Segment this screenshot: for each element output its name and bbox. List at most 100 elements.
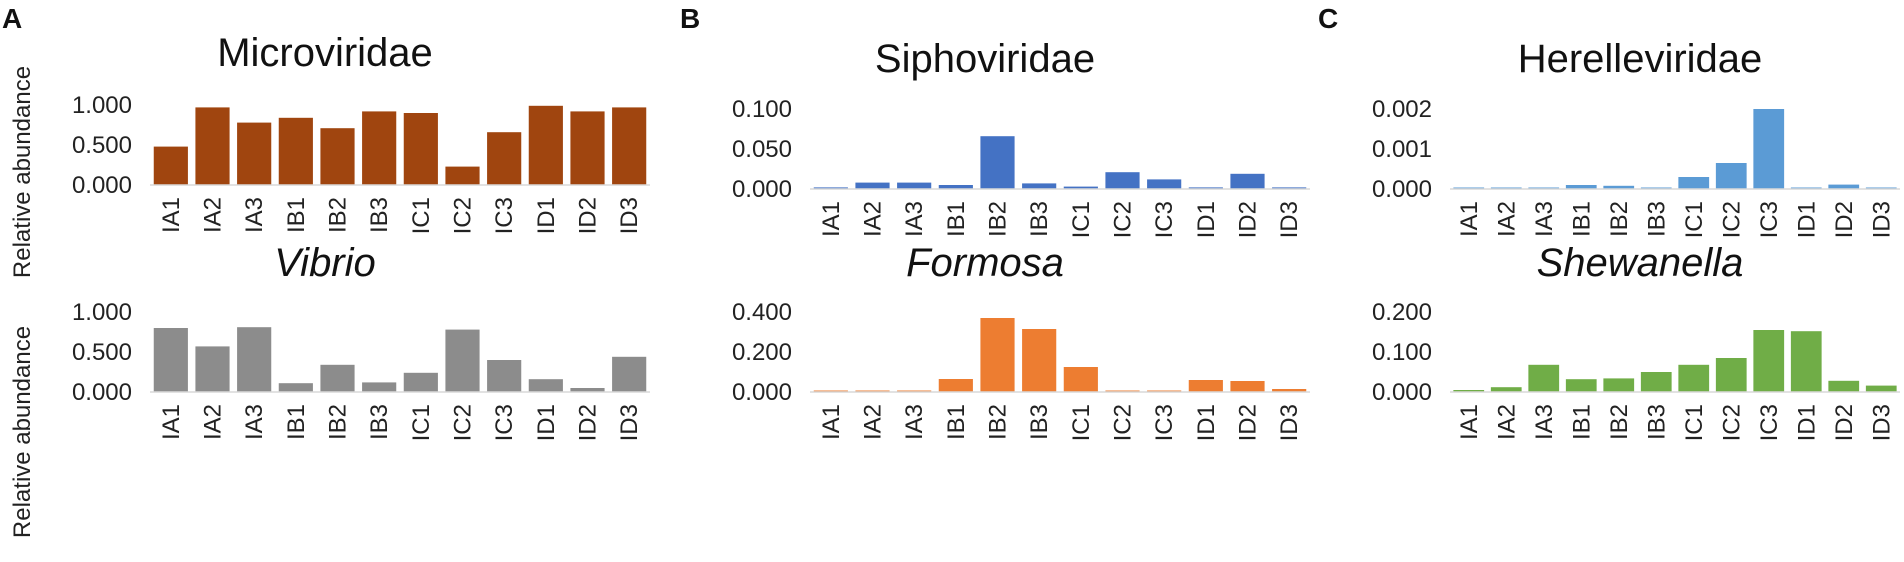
x-tick-label: IC3 <box>491 197 518 234</box>
x-tick-label: IB3 <box>1026 404 1053 440</box>
x-tick-label: IB1 <box>283 404 310 440</box>
x-tick-label: IB3 <box>1643 404 1670 440</box>
bar-ia1 <box>1453 390 1485 392</box>
x-tick-label: IB2 <box>325 404 352 440</box>
x-tick-label: IB1 <box>283 197 310 233</box>
bar-id3 <box>1865 385 1897 392</box>
x-tick-label: ID3 <box>1868 404 1895 441</box>
bar-id1 <box>1790 331 1822 392</box>
chart-herelleviridae: Herelleviridae 0.000 0.001 0.002 IA1 IA2 IA3 IB… <box>1372 37 1900 238</box>
x-tick-label: IC1 <box>1068 201 1095 238</box>
y-axis-label-bottom: Relative abundance <box>9 326 36 538</box>
x-tick-label: ID1 <box>1793 404 1820 441</box>
x-tick-label: IA1 <box>1456 201 1483 237</box>
bar-ic2 <box>445 329 480 392</box>
x-tick-label: IA3 <box>901 201 928 237</box>
y-tick-label: 0.100 <box>1372 339 1432 366</box>
x-tick-label: IC2 <box>1718 404 1745 441</box>
bar-ib1 <box>278 383 313 392</box>
y-tick-label: 0.200 <box>732 339 792 366</box>
x-tick-label: IA1 <box>158 404 185 440</box>
chart-title: Shewanella <box>1537 241 1744 285</box>
x-tick-label: IA3 <box>1531 404 1558 440</box>
bar-ia3 <box>897 182 932 189</box>
x-tick-label: ID3 <box>616 197 643 234</box>
x-tick-label: ID3 <box>1868 201 1895 238</box>
x-tick-label: ID2 <box>1831 404 1858 441</box>
bar-ib3 <box>362 111 397 185</box>
bar-ic3 <box>487 132 522 185</box>
bar-ic1 <box>403 372 438 392</box>
chart-title: Siphoviridae <box>875 37 1095 81</box>
x-tick-label: IB3 <box>366 197 393 233</box>
x-tick-label: IA1 <box>818 404 845 440</box>
bar-ic1 <box>1678 364 1710 392</box>
bar-id1 <box>1188 380 1223 392</box>
bar-ia1 <box>153 328 188 392</box>
x-tick-label: IC1 <box>408 404 435 441</box>
bar-ic1 <box>403 113 438 185</box>
x-tick-label: IA3 <box>1531 201 1558 237</box>
x-tick-label: ID1 <box>533 197 560 234</box>
panel-letter-b: B <box>680 3 700 34</box>
x-tick-label: IA2 <box>1493 201 1520 237</box>
x-tick-label: IB1 <box>1568 201 1595 237</box>
x-tick-label: IB2 <box>325 197 352 233</box>
y-tick-label: 0.400 <box>732 299 792 326</box>
bar-ib2 <box>980 136 1015 189</box>
y-tick-label: 0.500 <box>72 132 132 159</box>
bar-id2 <box>1230 173 1265 189</box>
y-tick-label: 0.050 <box>732 136 792 163</box>
x-tick-label: IA2 <box>200 197 227 233</box>
bar-ib1 <box>938 379 973 392</box>
bar-id1 <box>1188 187 1223 189</box>
chart-siphoviridae: Siphoviridae 0.000 0.050 0.100 IA1 IA2 IA3 IB1 I… <box>732 37 1310 238</box>
x-tick-label: IB3 <box>366 404 393 440</box>
x-tick-label: IC1 <box>1681 404 1708 441</box>
x-tick-label: IC3 <box>491 404 518 441</box>
bar-id2 <box>1230 381 1265 392</box>
x-tick-label: IA3 <box>241 197 268 233</box>
x-tick-label: IC3 <box>1756 404 1783 441</box>
x-tick-label: ID2 <box>1235 404 1262 441</box>
x-tick-label: IC1 <box>1068 404 1095 441</box>
y-tick-label: 0.000 <box>1372 379 1432 406</box>
y-tick-label: 0.000 <box>72 379 132 406</box>
y-tick-label: 0.000 <box>732 176 792 203</box>
chart-title: Formosa <box>906 241 1064 285</box>
bar-ia2 <box>855 182 890 189</box>
chart-title: Microviridae <box>217 31 433 75</box>
x-tick-label: IA3 <box>901 404 928 440</box>
bar-ic1 <box>1063 186 1098 189</box>
bar-ib1 <box>278 117 313 185</box>
chart-formosa: Formosa 0.000 0.200 0.400 IA1 IA2 IA3 IB1 IB2 IB3… <box>732 241 1310 441</box>
y-tick-label: 1.000 <box>72 299 132 326</box>
bar-ic3 <box>1753 330 1785 392</box>
y-tick-label: 0.000 <box>1372 176 1432 203</box>
x-tick-label: IC1 <box>408 197 435 234</box>
bar-ia3 <box>1528 364 1560 392</box>
chart-vibrio: Vibrio 0.000 0.500 1.000 IA1 IA2 IA3 IB1 IB2 IB3 I… <box>72 241 650 441</box>
x-tick-label: ID2 <box>1235 201 1262 238</box>
bar-ib3 <box>1022 329 1057 392</box>
bar-ic3 <box>1147 179 1182 189</box>
x-tick-label: IC2 <box>450 404 477 441</box>
bar-ib3 <box>1640 372 1672 392</box>
bar-ib3 <box>362 382 397 392</box>
bar-ia3 <box>237 327 272 392</box>
x-tick-label: IC2 <box>450 197 477 234</box>
x-tick-label: ID2 <box>575 197 602 234</box>
chart-title: Herelleviridae <box>1518 37 1763 81</box>
x-tick-label: IC2 <box>1110 201 1137 238</box>
chart-microviridae: Microviridae 0.000 0.500 1.000 IA1 IA2 IA3 IB1 I… <box>72 31 650 234</box>
x-tick-label: IA1 <box>158 197 185 233</box>
bar-id2 <box>570 111 605 185</box>
x-tick-label: ID3 <box>1276 404 1303 441</box>
bar-ib1 <box>1565 379 1597 392</box>
bar-ib1 <box>1565 185 1597 189</box>
x-tick-label: ID1 <box>1193 201 1220 238</box>
x-tick-label: IC3 <box>1151 404 1178 441</box>
x-tick-label: IB2 <box>985 404 1012 440</box>
x-tick-label: IB1 <box>943 404 970 440</box>
x-tick-label: IA2 <box>860 201 887 237</box>
